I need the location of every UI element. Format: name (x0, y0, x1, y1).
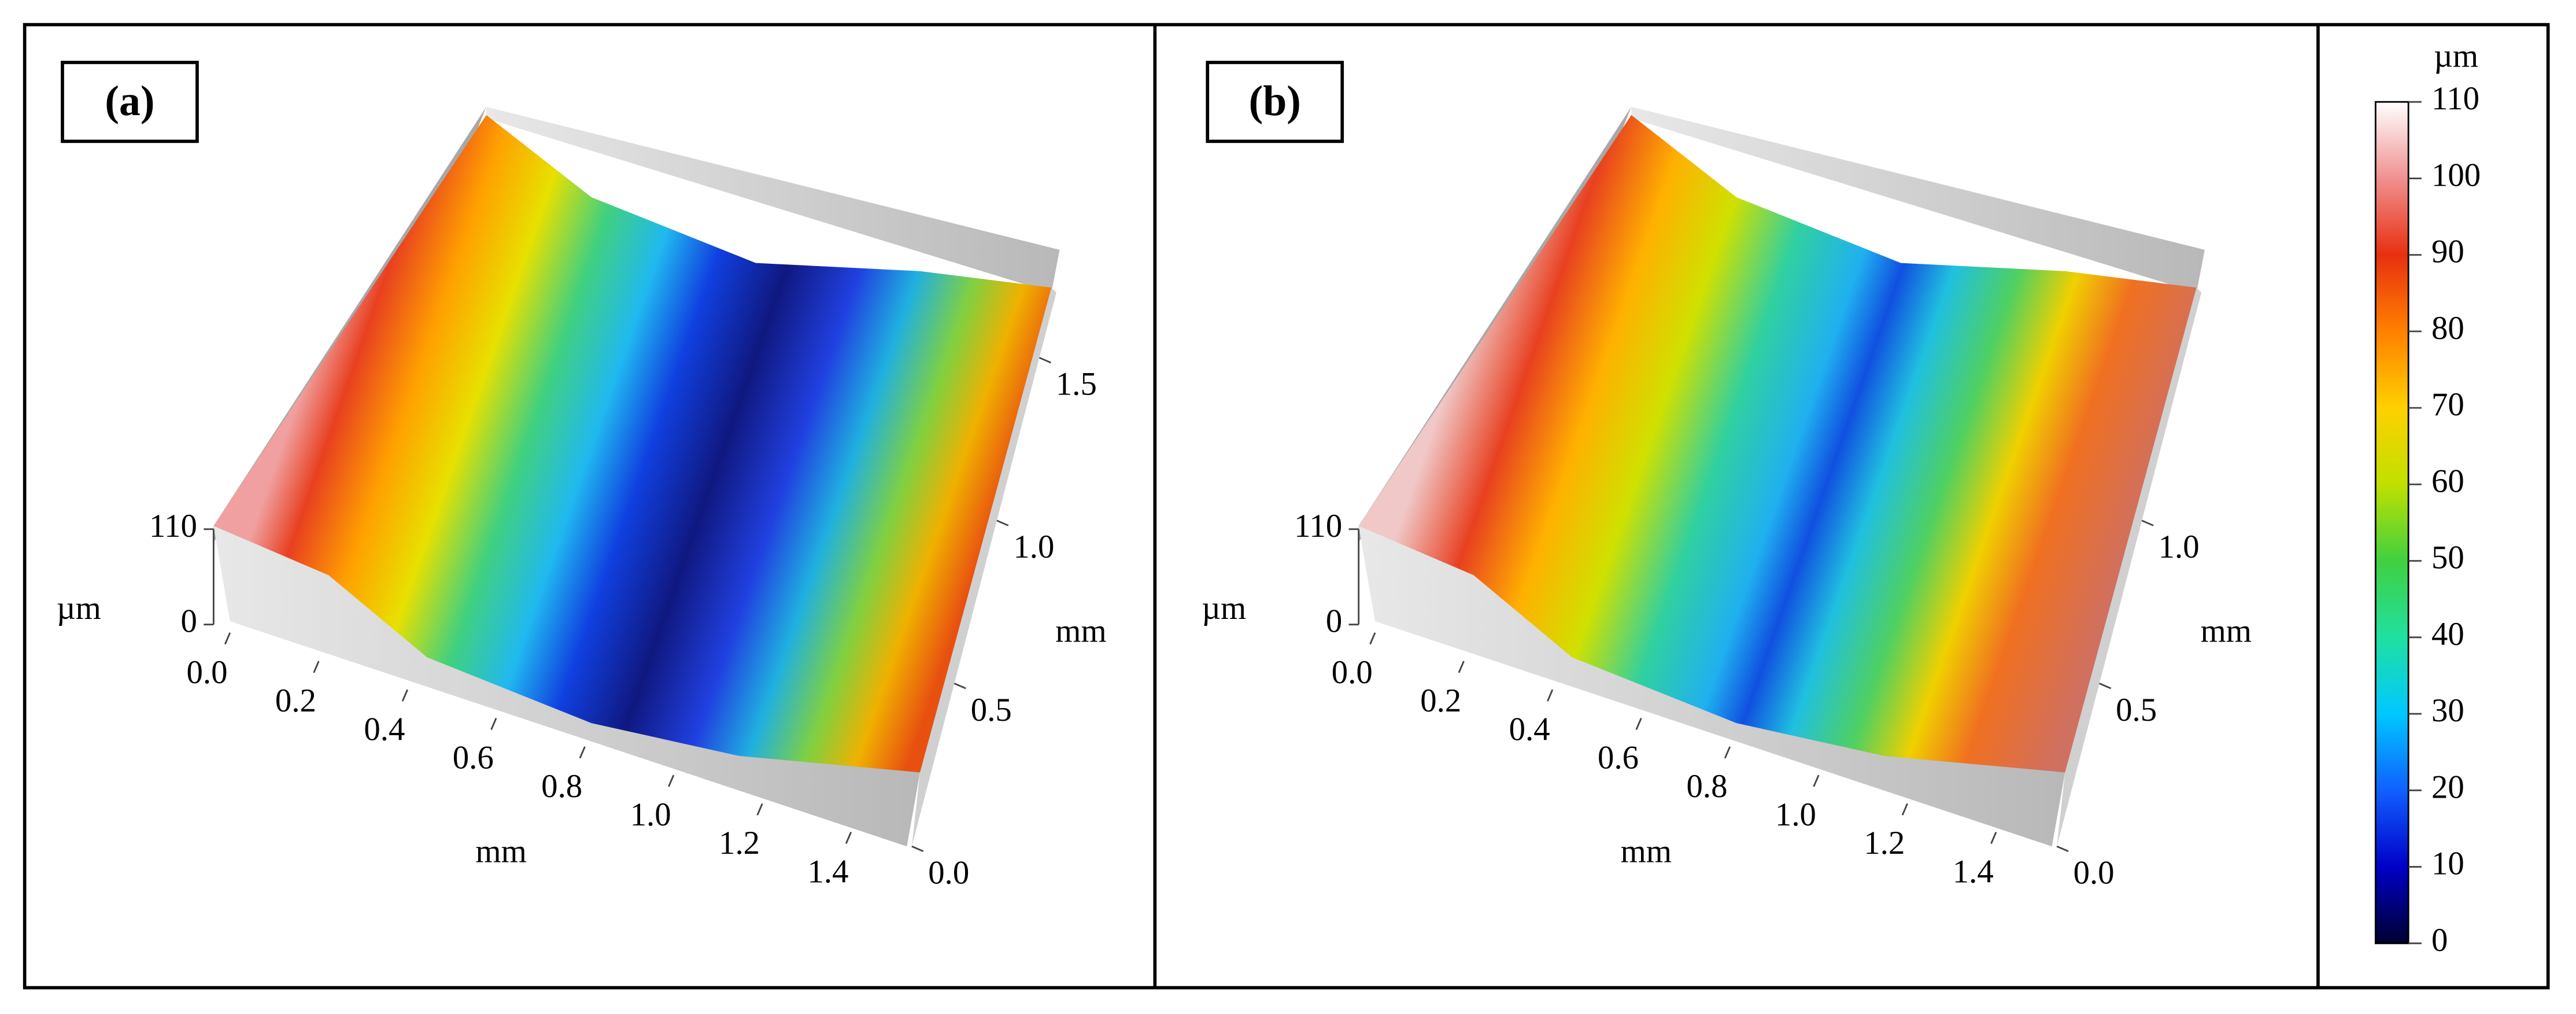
y-axis-label: mm (2201, 613, 2252, 650)
x-tick (579, 746, 586, 759)
panel-label-box (61, 61, 199, 143)
x-tick (1901, 803, 1908, 816)
x-tick (1990, 832, 1997, 845)
x-axis-label: mm (475, 833, 526, 869)
x-tick (401, 689, 408, 702)
y-tick (2099, 683, 2112, 689)
y-tick (2141, 519, 2154, 526)
x-tick-label: 0.2 (1420, 683, 1461, 719)
x-tick (1813, 775, 1820, 787)
z-axis-label: µm (1202, 590, 1246, 626)
x-tick-label: 1.4 (807, 853, 848, 890)
back-wall (486, 106, 1060, 293)
x-tick-label: 1.2 (1864, 825, 1905, 861)
z-tick-label: 110 (1294, 508, 1342, 544)
x-tick-label: 1.4 (1953, 853, 1994, 890)
colorbar-tick-label: 80 (2431, 310, 2464, 346)
y-tick (953, 683, 966, 689)
y-tick-label: 0.5 (2116, 692, 2157, 728)
x-tick-label: 0.6 (453, 740, 494, 776)
x-tick-label: 1.0 (1775, 797, 1816, 833)
panel-label: (a) (105, 77, 154, 124)
colorbar-tick-label: 60 (2431, 463, 2464, 499)
y-tick-label: 0.5 (971, 692, 1012, 728)
x-tick-label: 1.2 (719, 825, 760, 861)
x-tick (224, 632, 231, 645)
x-tick (490, 718, 497, 731)
x-tick-label: 0.6 (1598, 740, 1639, 776)
x-tick (1547, 689, 1554, 702)
y-tick-label: 1.5 (1056, 366, 1097, 403)
back-wall (1631, 106, 2205, 293)
y-tick-label: 1.0 (2159, 529, 2200, 565)
x-tick (1724, 746, 1731, 759)
x-tick (668, 775, 675, 787)
colorbar (2374, 101, 2409, 945)
x-tick (1635, 718, 1642, 731)
x-tick (1458, 661, 1465, 673)
colorbar-tick-label: 50 (2431, 540, 2464, 576)
z-tick-label: 0 (1326, 603, 1342, 640)
x-tick (1369, 632, 1376, 645)
colorbar-tick-label: 10 (2431, 846, 2464, 882)
x-tick-label: 0.8 (541, 768, 582, 805)
colorbar-tick-label: 110 (2431, 80, 2479, 117)
panel: (b) 0.0 0.2 0.4 0.6 0.8 1.0 1.2 1.4 mm 0.0 0.5 1.0 mm… (1202, 61, 2252, 891)
y-tick (2056, 845, 2069, 853)
x-tick (313, 661, 320, 673)
colorbar-tick-label: 90 (2431, 234, 2464, 270)
z-tick-label: 0 (181, 603, 197, 640)
x-tick-label: 0.4 (1509, 711, 1550, 747)
x-tick-label: 0.0 (1332, 654, 1373, 691)
colorbar-label: µm (2434, 38, 2478, 74)
y-tick-label: 1.0 (1013, 529, 1054, 565)
surface (213, 115, 1052, 773)
y-tick-label: 0.0 (2074, 854, 2115, 891)
x-axis-label: mm (1621, 833, 1672, 869)
y-tick (911, 845, 924, 853)
frame (23, 23, 2550, 990)
y-axis-label: mm (1055, 613, 1106, 650)
x-tick (845, 832, 852, 845)
x-tick-label: 0.8 (1686, 768, 1727, 805)
colorbar-tick-label: 20 (2431, 769, 2464, 805)
panel: (a) 0.0 0.2 0.4 0.6 0.8 1.0 1.2 1.4 mm 0.0 0.5 1.0 1.… (57, 61, 1107, 891)
panel-label: (b) (1249, 77, 1301, 124)
surface (1358, 115, 2197, 773)
colorbar-tick-label: 0 (2431, 922, 2448, 958)
colorbar-tick-label: 70 (2431, 386, 2464, 423)
x-tick-label: 0.2 (275, 683, 316, 719)
panel-label-box (1206, 61, 1344, 143)
x-tick-label: 0.4 (364, 711, 405, 747)
z-axis-label: µm (57, 590, 101, 626)
x-tick-label: 1.0 (630, 797, 671, 833)
x-tick (756, 803, 763, 816)
y-tick (996, 519, 1009, 526)
y-tick-label: 0.0 (928, 854, 969, 891)
colorbar-tick-label: 100 (2431, 157, 2481, 193)
colorbar-tick-label: 30 (2431, 692, 2464, 729)
colorbar-tick-label: 40 (2431, 616, 2464, 652)
y-tick (1038, 357, 1051, 364)
right-wall (2057, 287, 2202, 847)
z-tick-label: 110 (149, 508, 197, 544)
x-tick-label: 0.0 (187, 654, 228, 691)
right-wall (911, 287, 1056, 847)
